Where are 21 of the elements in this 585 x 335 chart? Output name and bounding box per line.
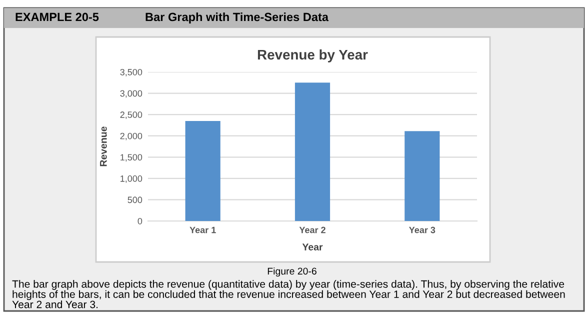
bar [185, 120, 220, 221]
y-axis-title: Revenue [100, 126, 107, 166]
x-tick-label: Year 2 [299, 226, 326, 234]
y-tick-label: 2,500 [120, 112, 142, 119]
y-tick-label: 3,500 [120, 68, 142, 76]
caption: Figure 20-6 [268, 267, 316, 277]
text: EXAMPLE 20-5 [16, 12, 99, 22]
chart-title: Revenue by Year [258, 49, 368, 62]
x-tick-label: Year 3 [409, 226, 436, 234]
x-axis-title: Year [302, 244, 323, 250]
y-tick-label: 2,000 [120, 132, 142, 140]
y-tick-label: 0 [138, 218, 142, 224]
bar [294, 82, 330, 221]
bar [404, 131, 440, 221]
y-tick-label: 1,500 [120, 154, 142, 162]
y-tick-label: 1,000 [120, 175, 142, 183]
x-tick-label: Year 1 [190, 226, 216, 234]
text: The bar graph above depicts the revenue (quantitative data) by year (time-series data). Thus, by observing the relative heights of the bars, it can be concluded that the revenue increased between Year 1 and Year 2 but decreased between Year 2 and Year 3. [12, 280, 565, 308]
y-tick-label: 3,000 [120, 90, 142, 98]
text: Bar Graph with Time-Series Data [146, 12, 329, 24]
y-tick-label: 500 [128, 196, 142, 204]
